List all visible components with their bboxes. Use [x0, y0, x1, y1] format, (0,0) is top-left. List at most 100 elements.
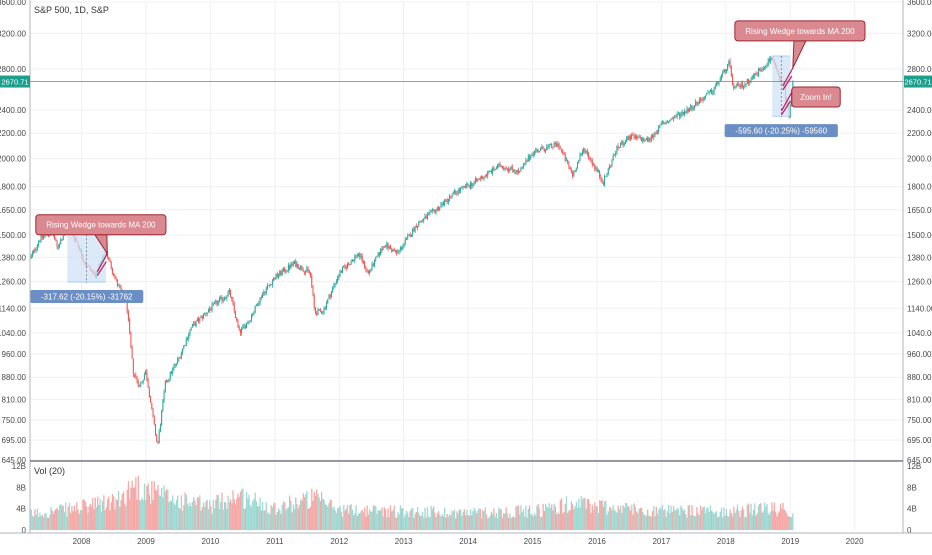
candle-body	[771, 58, 773, 60]
volume-bar	[477, 510, 479, 530]
candle-body	[179, 357, 181, 359]
volume-bar	[359, 513, 361, 530]
candle-body	[30, 255, 32, 259]
volume-bar	[479, 509, 482, 530]
callout[interactable]: Zoom In!	[781, 86, 841, 116]
volume-bar	[186, 503, 189, 530]
candle-body	[391, 248, 393, 252]
candle-body	[533, 150, 535, 154]
candle-body	[584, 148, 586, 153]
candle-body	[749, 82, 751, 84]
measure-box[interactable]	[772, 55, 791, 117]
volume-bar	[618, 509, 621, 530]
volume-bar	[67, 506, 69, 530]
volume-bar	[658, 509, 660, 530]
candle-body	[170, 371, 172, 374]
candle-body	[47, 235, 49, 236]
candle-body	[700, 99, 702, 101]
measure-label-bg[interactable]	[724, 124, 838, 138]
candle-body	[269, 284, 271, 286]
measure-tool[interactable]: -595.60 (-20.25%) -59560	[724, 55, 838, 138]
current-price-label-left: 2670.71	[1, 78, 28, 87]
volume-bar	[312, 500, 314, 530]
volume-bar	[642, 512, 644, 530]
volume-bar	[215, 499, 217, 530]
volume-bar	[590, 513, 592, 530]
volume-bar	[31, 515, 34, 530]
volume-bar	[68, 502, 71, 530]
volume-bar	[498, 507, 500, 530]
candle-body	[221, 297, 223, 301]
candle-body	[426, 214, 428, 219]
volume-bar	[494, 516, 496, 530]
volume-bar	[370, 511, 372, 530]
volume-bar	[207, 508, 210, 530]
volume-bar	[738, 510, 740, 530]
volume-bar	[663, 510, 665, 530]
volume-bar	[626, 503, 628, 530]
volume-bar	[368, 509, 371, 530]
candle-body	[511, 166, 513, 170]
price-tick-label-left: 2200.00	[0, 129, 27, 138]
price-tick-label-left: 1380.00	[0, 253, 27, 262]
candle-body	[207, 310, 209, 313]
candle-body	[105, 253, 107, 255]
volume-bar	[441, 514, 443, 530]
volume-bar	[416, 506, 419, 530]
callout-box[interactable]	[734, 20, 866, 42]
volume-bar	[382, 516, 384, 530]
volume-bar	[245, 492, 248, 530]
volume-bar	[635, 511, 638, 530]
callout-box[interactable]	[791, 86, 841, 108]
volume-bar	[303, 497, 306, 530]
candle-body	[398, 250, 400, 252]
callout[interactable]: Rising Wedge towards MA 200	[734, 20, 866, 91]
candle-body	[184, 345, 186, 346]
candle-body	[532, 153, 534, 156]
candle-body	[461, 187, 463, 189]
candle-body	[326, 303, 328, 309]
candle-body	[724, 69, 726, 73]
volume-bar	[376, 513, 378, 530]
measure-boxes[interactable]: -317.62 (-20.15%) -31762 -595.60 (-20.25%…	[30, 55, 838, 304]
annotations[interactable]: Rising Wedge towards MA 200 Rising Wedge …	[35, 20, 866, 276]
candle-body	[353, 260, 355, 262]
volume-bar	[613, 509, 616, 530]
candle-body	[668, 122, 670, 123]
candle-body	[430, 210, 432, 212]
volume-bar	[603, 501, 606, 530]
candle-body	[232, 299, 234, 304]
volume-bar	[681, 507, 683, 530]
volume-bar	[686, 517, 688, 530]
candle-body	[636, 135, 638, 139]
volume-bar	[412, 507, 414, 530]
candle-body	[157, 441, 159, 443]
candle-body	[665, 122, 667, 125]
candle-body	[719, 78, 721, 82]
volume-label[interactable]: Vol (20)	[34, 466, 65, 476]
measure-label-bg[interactable]	[30, 290, 144, 304]
candle-body	[691, 105, 693, 110]
volume-bar	[424, 507, 426, 530]
volume-bar	[781, 508, 783, 530]
candle-body	[413, 228, 415, 232]
current-price-tag-right[interactable]	[904, 75, 932, 88]
volume-bar	[683, 509, 686, 530]
volume-bar	[677, 508, 680, 530]
volume-bar	[650, 516, 653, 530]
callout[interactable]: Rising Wedge towards MA 200	[35, 214, 167, 276]
volume-bar	[542, 503, 544, 530]
candle-body	[609, 165, 611, 169]
callout-box[interactable]	[35, 214, 167, 236]
candle-body	[55, 239, 57, 242]
volume-bar	[341, 516, 344, 530]
current-price-tag-left[interactable]	[0, 75, 30, 88]
volume-bar	[667, 504, 670, 530]
volume-bar	[399, 505, 402, 530]
symbol-label[interactable]: S&P 500, 1D, S&P	[34, 5, 109, 15]
candle-body	[649, 138, 651, 141]
candle-body	[601, 179, 603, 183]
candle-body	[463, 186, 465, 187]
